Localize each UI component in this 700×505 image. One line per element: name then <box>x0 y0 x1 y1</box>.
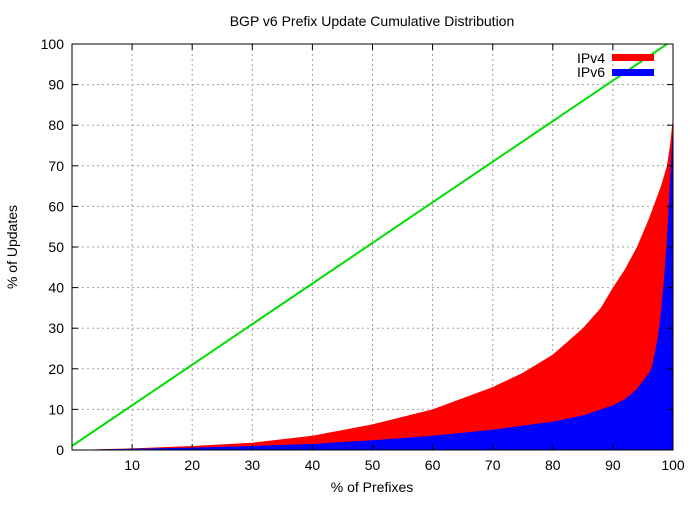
y-tick-label: 20 <box>48 361 64 377</box>
y-tick-label: 0 <box>56 442 64 458</box>
series-area-ipv6 <box>72 125 673 450</box>
x-tick-label: 70 <box>485 457 501 473</box>
x-tick-label: 60 <box>425 457 441 473</box>
x-tick-label: 90 <box>605 457 621 473</box>
plot-area <box>72 44 673 450</box>
legend-swatch-ipv6 <box>612 69 654 76</box>
y-tick-label: 100 <box>41 36 65 52</box>
axis-ticks: 10 20 30 40 50 60 70 80 90 100 0 10 20 30 40 50 60 70 80 90… <box>41 36 685 473</box>
y-tick-label: 60 <box>48 198 64 214</box>
y-tick-label: 30 <box>48 320 64 336</box>
y-tick-label: 70 <box>48 158 64 174</box>
x-tick-label: 30 <box>245 457 261 473</box>
x-tick-label: 10 <box>124 457 140 473</box>
y-axis-label: % of Updates <box>4 205 20 289</box>
y-tick-label: 40 <box>48 280 64 296</box>
x-axis-label: % of Prefixes <box>331 479 413 495</box>
legend: IPv4 IPv6 <box>577 50 654 80</box>
legend-label-ipv6: IPv6 <box>577 64 605 80</box>
y-tick-label: 80 <box>48 117 64 133</box>
legend-swatch-ipv4 <box>612 54 654 61</box>
x-tick-label: 50 <box>365 457 381 473</box>
y-tick-label: 90 <box>48 77 64 93</box>
y-tick-label: 50 <box>48 239 64 255</box>
y-tick-label: 10 <box>48 401 64 417</box>
x-tick-label: 100 <box>661 457 685 473</box>
x-tick-label: 80 <box>545 457 561 473</box>
reference-line <box>72 44 669 447</box>
x-tick-label: 20 <box>184 457 200 473</box>
chart-title: BGP v6 Prefix Update Cumulative Distribu… <box>230 13 515 29</box>
legend-label-ipv4: IPv4 <box>577 50 605 66</box>
x-tick-label: 40 <box>305 457 321 473</box>
grid <box>72 44 673 450</box>
